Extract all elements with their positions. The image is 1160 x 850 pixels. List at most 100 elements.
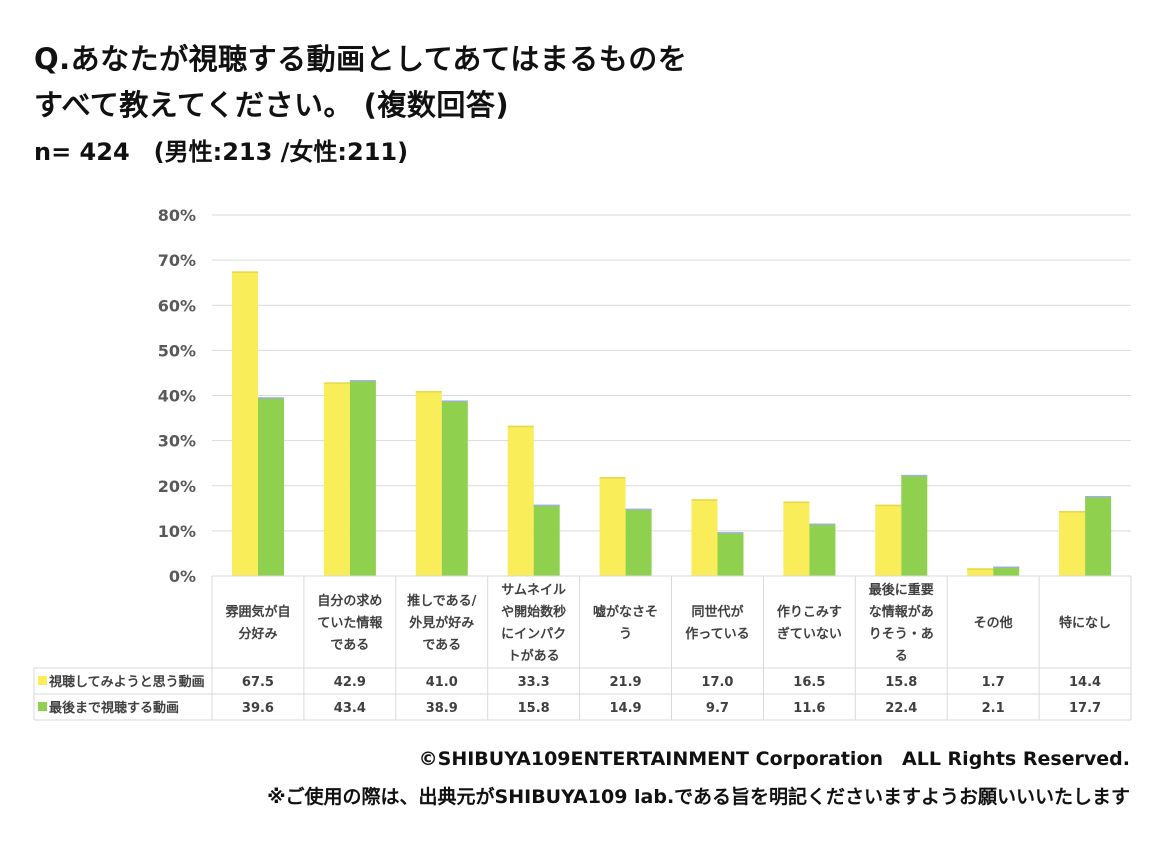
bar-finish <box>349 380 376 576</box>
bar-top-edge <box>258 397 284 399</box>
category-label: 特になし <box>1059 615 1111 631</box>
category-label: その他 <box>974 615 1013 631</box>
bar-top-edge <box>993 566 1020 569</box>
bar-try <box>415 390 442 576</box>
category-label: 作りこみす <box>777 604 842 620</box>
category-label: である <box>330 638 369 653</box>
bar-finish <box>717 532 744 576</box>
data-value: 1.7 <box>982 675 1005 690</box>
category-label: サムネイル <box>501 583 566 598</box>
bar-top-edge <box>1059 511 1086 513</box>
bar-try <box>967 568 994 576</box>
data-value: 22.4 <box>885 701 917 716</box>
data-value: 17.7 <box>1069 701 1101 716</box>
category-label: 外見が好み <box>408 615 474 631</box>
bar-finish <box>258 397 284 576</box>
bar-top-edge <box>875 504 902 507</box>
y-tick-label: 80% <box>158 206 196 225</box>
category-label: 同世代が <box>691 604 743 620</box>
data-value: 38.9 <box>426 701 458 716</box>
bar-top-edge <box>625 508 652 511</box>
chart-title-line1: Q.あなたが視聴する動画としてあてはまるものを <box>34 42 688 76</box>
bar-top-edge <box>232 271 258 273</box>
data-value: 15.8 <box>885 675 917 690</box>
category-label: 最後に重要 <box>869 582 934 598</box>
legend-swatch <box>38 702 47 711</box>
bar-finish <box>1085 496 1112 576</box>
y-tick-label: 40% <box>158 387 196 406</box>
data-value: 16.5 <box>793 675 825 690</box>
category-label: や開始数秒 <box>501 604 566 620</box>
data-value: 41.0 <box>426 675 458 690</box>
data-value: 21.9 <box>610 675 642 690</box>
bar-finish <box>993 566 1020 576</box>
data-value: 33.3 <box>518 675 550 690</box>
bar-top-edge <box>783 501 810 504</box>
usage-notice: ※ご使用の際は、出典元がSHIBUYA109 lab.である旨を明記くださいます… <box>267 786 1130 808</box>
bar-top-edge <box>717 532 744 534</box>
bar-try <box>875 504 902 576</box>
data-value: 2.1 <box>982 701 1005 716</box>
data-value: 14.9 <box>610 701 642 716</box>
bar-top-edge <box>507 425 534 428</box>
bar-top-edge <box>967 568 994 570</box>
bar-finish <box>625 508 652 576</box>
data-value: 9.7 <box>706 701 729 716</box>
bar-top-edge <box>691 499 718 501</box>
legend-label: 最後まで視聴する動画 <box>49 700 179 716</box>
y-tick-label: 70% <box>158 251 196 270</box>
bar-top-edge <box>349 380 376 382</box>
y-tick-label: 10% <box>158 522 196 541</box>
bar-try <box>783 501 810 576</box>
category-label: 自分の求め <box>317 593 382 609</box>
y-tick-label: 20% <box>158 477 196 496</box>
category-label: りそう・あ <box>869 627 934 642</box>
bar-top-edge <box>533 504 560 507</box>
category-label: 分好み <box>238 626 277 642</box>
bar-finish <box>809 523 836 576</box>
bar-top-edge <box>415 390 442 393</box>
category-label: ぎていない <box>777 626 842 642</box>
data-value: 39.6 <box>242 701 274 716</box>
category-label: 嘘がなさそ <box>593 604 658 620</box>
bar-finish <box>901 474 928 576</box>
legend-label: 視聴してみようと思う動画 <box>48 674 205 690</box>
category-label: 作っている <box>685 626 749 642</box>
sample-size: n= 424 (男性:213 /女性:211) <box>34 138 409 166</box>
bar-top-edge <box>809 523 836 526</box>
chart-title-line2: すべて教えてください。 (複数回答) <box>34 88 510 122</box>
category-label: ていた情報 <box>317 615 383 631</box>
bar-try <box>599 477 626 576</box>
bar-try <box>323 382 350 576</box>
category-label: 雰囲気が自 <box>225 604 290 620</box>
y-tick-label: 50% <box>158 341 196 360</box>
bar-top-edge <box>1085 496 1112 498</box>
bar-try <box>691 499 718 576</box>
bar-top-edge <box>599 477 626 479</box>
category-label: にインパク <box>501 627 566 642</box>
data-value: 43.4 <box>334 701 366 716</box>
y-tick-label: 60% <box>158 296 196 315</box>
category-label: トがある <box>508 648 560 664</box>
data-value: 11.6 <box>793 701 825 716</box>
category-label: 推しである/ <box>407 593 476 609</box>
bar-finish <box>533 504 560 576</box>
bar-top-edge <box>441 400 468 402</box>
copyright: ©SHIBUYA109ENTERTAINMENT Corporation ALL… <box>418 748 1130 770</box>
category-label: る <box>895 649 908 664</box>
bar-try <box>507 425 534 576</box>
data-value: 42.9 <box>334 675 366 690</box>
data-value: 17.0 <box>701 675 733 690</box>
bar-finish <box>441 400 468 576</box>
bar-top-edge <box>901 474 928 477</box>
y-tick-label: 0% <box>169 567 196 586</box>
data-value: 67.5 <box>242 675 274 690</box>
data-value: 15.8 <box>518 701 550 716</box>
data-value: 14.4 <box>1069 675 1101 690</box>
bar-try <box>232 271 258 576</box>
category-label: な情報があ <box>869 604 934 620</box>
bar-try <box>1059 511 1086 576</box>
legend-swatch <box>38 676 47 685</box>
